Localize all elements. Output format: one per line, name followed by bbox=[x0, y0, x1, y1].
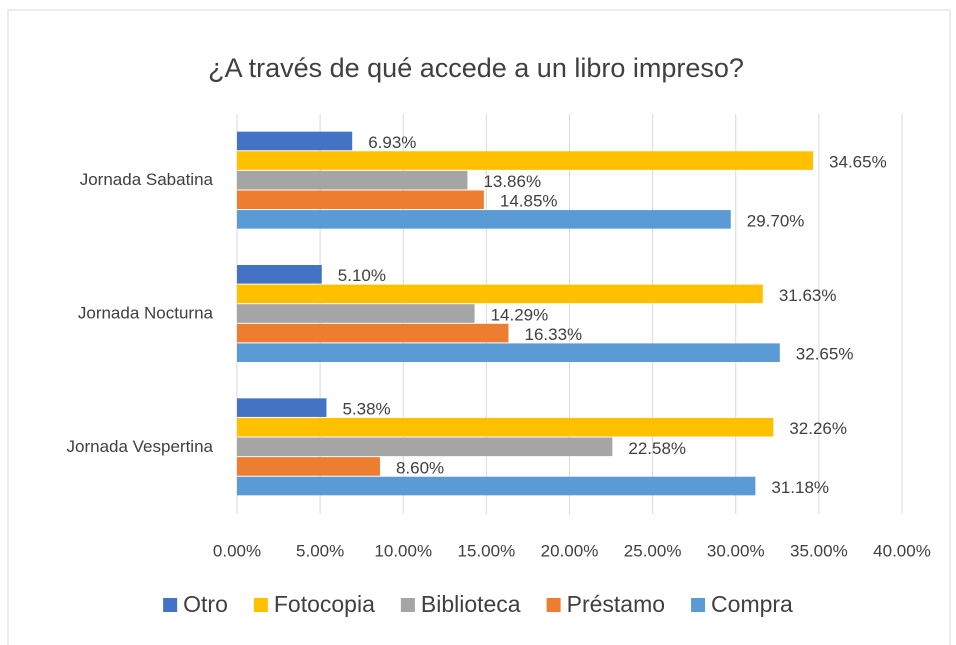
value-label: 29.70% bbox=[747, 211, 805, 230]
bar bbox=[237, 457, 380, 476]
value-label: 6.93% bbox=[368, 133, 416, 152]
x-tick-label: 5.00% bbox=[296, 541, 344, 560]
legend-label: Préstamo bbox=[567, 591, 665, 617]
x-tick-label: 20.00% bbox=[541, 541, 599, 560]
value-label: 16.33% bbox=[524, 325, 582, 344]
bar bbox=[237, 151, 814, 170]
bar bbox=[237, 417, 774, 437]
value-label: 14.29% bbox=[491, 305, 549, 324]
value-label: 34.65% bbox=[829, 153, 887, 172]
legend-swatch bbox=[546, 598, 561, 612]
value-label: 8.60% bbox=[396, 458, 444, 477]
value-label: 14.85% bbox=[500, 192, 558, 211]
category-label: Jornada Vespertina bbox=[67, 437, 214, 456]
bar bbox=[237, 190, 484, 210]
bar bbox=[237, 304, 475, 323]
value-label: 31.63% bbox=[779, 286, 837, 305]
bar bbox=[237, 476, 756, 496]
legend-label: Fotocopia bbox=[274, 591, 375, 617]
legend-swatch bbox=[163, 598, 178, 612]
legend-label: Otro bbox=[183, 591, 228, 617]
bar bbox=[237, 343, 780, 362]
value-label: 13.86% bbox=[483, 172, 541, 191]
bar bbox=[237, 284, 763, 304]
legend-swatch bbox=[400, 598, 415, 612]
bar bbox=[237, 398, 327, 417]
bar bbox=[237, 265, 322, 284]
x-tick-label: 15.00% bbox=[458, 541, 516, 560]
bar bbox=[237, 170, 468, 190]
x-tick-label: 40.00% bbox=[873, 541, 931, 560]
x-tick-label: 35.00% bbox=[790, 541, 848, 560]
legend-label: Biblioteca bbox=[421, 591, 521, 617]
chart-title: ¿A través de qué accede a un libro impre… bbox=[208, 53, 744, 83]
value-label: 5.38% bbox=[342, 400, 390, 419]
legend-label: Compra bbox=[711, 591, 793, 617]
value-label: 22.58% bbox=[628, 439, 686, 458]
value-label: 5.10% bbox=[338, 266, 386, 285]
bar bbox=[237, 210, 731, 229]
legend-swatch bbox=[253, 598, 268, 612]
chart-border bbox=[7, 9, 951, 645]
category-label: Jornada Sabatina bbox=[80, 170, 214, 189]
value-label: 32.26% bbox=[789, 419, 847, 438]
bar bbox=[237, 323, 509, 343]
x-tick-label: 30.00% bbox=[707, 541, 765, 560]
value-label: 31.18% bbox=[771, 478, 829, 497]
legend-swatch bbox=[691, 598, 706, 612]
x-tick-label: 25.00% bbox=[624, 541, 682, 560]
bar bbox=[237, 131, 353, 151]
bar bbox=[237, 437, 613, 457]
x-tick-label: 0.00% bbox=[213, 541, 261, 560]
value-label: 32.65% bbox=[796, 345, 854, 364]
x-tick-label: 10.00% bbox=[374, 541, 432, 560]
category-label: Jornada Nocturna bbox=[78, 303, 214, 322]
